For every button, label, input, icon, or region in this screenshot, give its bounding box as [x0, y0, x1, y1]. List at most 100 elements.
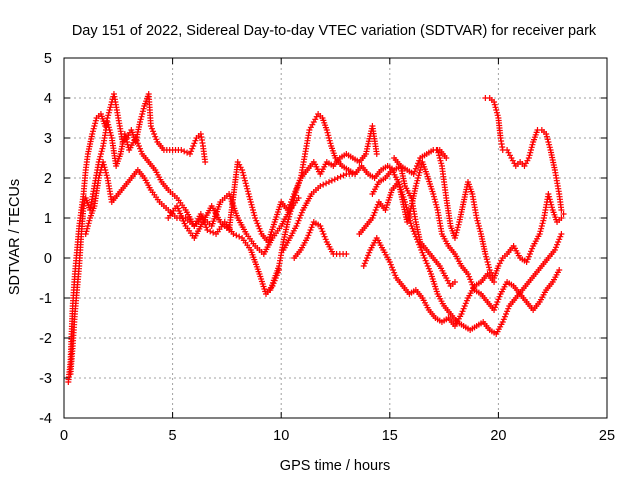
data-point-marker [473, 215, 480, 221]
x-tick-label: 20 [490, 428, 506, 444]
data-point-marker [318, 225, 325, 232]
data-point-marker [451, 235, 458, 241]
data-point-marker [546, 193, 553, 200]
data-point-marker [84, 225, 91, 232]
data-point-marker [560, 211, 567, 217]
y-tick-label: 0 [44, 251, 52, 267]
data-point-marker [233, 232, 240, 239]
data-point-marker [410, 171, 417, 177]
data-point-marker [407, 220, 414, 227]
data-point-marker [546, 141, 553, 148]
data-point-marker [424, 263, 431, 269]
data-point-marker [327, 140, 334, 147]
data-point-marker [430, 191, 437, 197]
data-point-marker [291, 195, 298, 201]
series-track-10 [391, 155, 458, 289]
data-point-marker [325, 132, 332, 139]
data-point-marker [430, 193, 437, 200]
data-point-marker [286, 211, 293, 217]
data-point-marker [325, 135, 332, 141]
data-point-marker [436, 152, 443, 159]
data-point-marker [138, 113, 145, 120]
series-track-3 [82, 159, 302, 257]
y-tick-label: 4 [44, 91, 52, 107]
data-point-marker [137, 119, 144, 125]
data-point-marker [411, 168, 418, 175]
data-point-marker [92, 120, 99, 127]
data-point-marker [83, 228, 90, 235]
data-point-marker [371, 209, 378, 216]
data-point-marker [491, 101, 498, 108]
data-point-marker [475, 220, 482, 227]
data-point-marker [525, 155, 532, 161]
data-point-marker [412, 183, 419, 189]
data-point-marker [289, 203, 296, 209]
data-point-marker [97, 169, 104, 176]
data-point-marker [494, 299, 501, 305]
data-point-marker [133, 137, 140, 144]
data-point-marker [317, 183, 324, 189]
data-point-marker [106, 127, 113, 133]
data-point-marker [104, 119, 111, 125]
data-point-marker [151, 131, 158, 137]
data-point-marker [284, 219, 291, 225]
data-point-marker [134, 140, 141, 147]
data-point-marker [307, 227, 314, 233]
data-point-marker [387, 261, 394, 268]
data-point-marker [247, 196, 254, 203]
data-point-marker [322, 236, 329, 243]
data-point-marker [108, 132, 115, 139]
data-point-marker [325, 179, 332, 185]
data-point-marker [309, 221, 316, 228]
data-point-marker [296, 215, 303, 221]
data-point-marker [106, 107, 113, 113]
data-point-marker [308, 224, 315, 231]
data-point-marker [362, 257, 369, 264]
data-point-marker [84, 223, 91, 229]
data-point-marker [417, 167, 424, 173]
data-point-marker [548, 204, 555, 211]
data-point-marker [493, 107, 500, 113]
data-point-marker [391, 269, 398, 276]
data-point-marker [288, 205, 295, 212]
data-point-marker [324, 129, 331, 136]
data-point-marker [105, 124, 112, 131]
data-point-marker [545, 191, 552, 197]
data-point-marker [416, 241, 423, 248]
data-point-marker [421, 255, 428, 261]
data-point-marker [438, 160, 445, 167]
data-point-marker [132, 135, 139, 141]
data-point-marker [257, 228, 264, 235]
data-point-marker [539, 220, 546, 227]
data-point-marker [433, 201, 440, 208]
data-point-marker [468, 279, 475, 285]
data-point-marker [197, 211, 204, 217]
data-point-marker [404, 216, 411, 223]
data-point-marker [152, 133, 159, 140]
data-point-marker [204, 227, 211, 233]
data-point-marker [455, 221, 462, 228]
data-point-marker [492, 304, 499, 311]
data-point-marker [404, 219, 411, 225]
data-point-marker [236, 233, 243, 240]
data-point-marker [103, 172, 110, 179]
data-point-marker [189, 145, 196, 152]
data-point-marker [547, 199, 554, 205]
data-point-marker [453, 229, 460, 236]
series-track-9 [369, 159, 563, 313]
data-point-marker [527, 149, 534, 156]
data-point-marker [435, 149, 442, 156]
data-point-marker [306, 229, 313, 236]
data-point-marker [285, 216, 292, 223]
data-point-marker [140, 105, 147, 112]
data-point-marker [451, 279, 458, 285]
data-point-marker [181, 148, 188, 155]
data-point-marker [293, 223, 300, 229]
data-point-marker [416, 157, 423, 164]
data-point-marker [437, 157, 444, 164]
data-point-marker [406, 211, 413, 217]
data-point-marker [525, 253, 532, 260]
y-tick-label: 5 [44, 51, 52, 67]
data-point-marker [252, 215, 259, 221]
data-point-marker [433, 204, 440, 211]
